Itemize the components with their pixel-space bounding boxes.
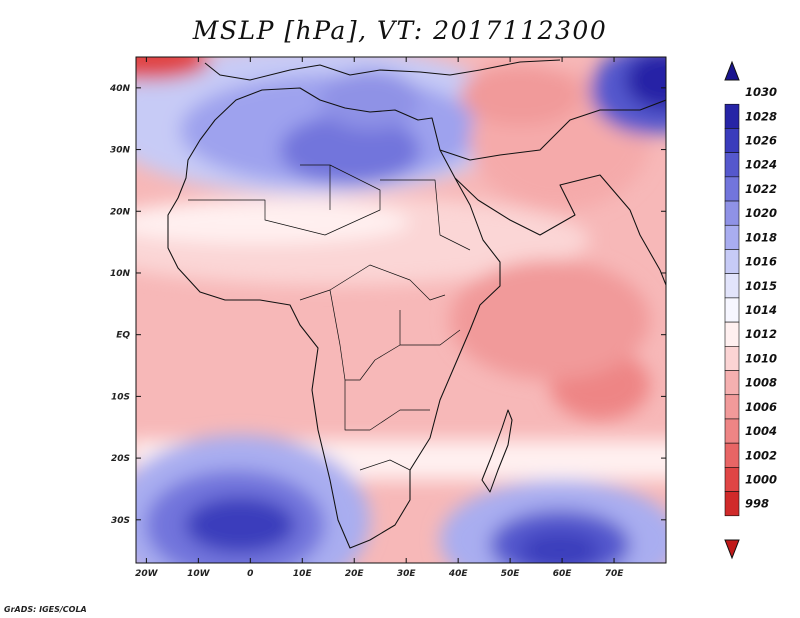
colorbar-swatch (724, 176, 740, 202)
colorbar-swatch (724, 297, 740, 323)
colorbar-label: 1030 (745, 85, 777, 99)
colorbar-label: 1012 (745, 327, 777, 341)
madagascar-coastline (481, 409, 513, 493)
credit-text: GrADS: IGES/COLA (4, 605, 87, 614)
lat-tick-label: 10S (111, 392, 130, 402)
colorbar-label: 1006 (745, 400, 777, 414)
colorbar-label: 1015 (745, 279, 777, 293)
colorbar-label: 1002 (745, 448, 777, 462)
colorbar-label: 1008 (745, 376, 777, 390)
africa-coastline (167, 87, 501, 549)
lat-tick-label: 30N (110, 146, 131, 156)
arabia-coastline (439, 99, 666, 286)
colorbar-swatch (724, 442, 740, 468)
colorbar-swatch (724, 224, 740, 250)
axis-ticks: 20W 10W 0 10E 20E 30E 40E 50E 60E 70E 40N 30N 20N 10N… (109, 57, 666, 579)
lon-tick-label: 0 (247, 569, 253, 579)
lat-tick-label: 30S (111, 516, 130, 526)
colorbar-max-arrow (724, 60, 740, 81)
colorbar-swatch (724, 249, 740, 274)
lat-tick-label: EQ (116, 331, 130, 341)
lat-tick-label: 20S (111, 454, 130, 464)
lat-tick-label: 10N (110, 269, 131, 279)
colorbar-swatch (724, 491, 740, 517)
colorbar-swatch (724, 321, 740, 347)
colorbar-label: 1026 (745, 134, 777, 148)
colorbar-swatch (724, 103, 740, 129)
colorbar-label: 1016 (745, 255, 777, 269)
lon-tick-label: 30E (397, 569, 417, 579)
colorbar-label: 1018 (745, 230, 777, 244)
colorbar-swatch (724, 200, 740, 226)
colorbar-label: 1022 (745, 182, 777, 196)
colorbar-label: 1004 (745, 424, 777, 438)
colorbar-label: 998 (745, 497, 769, 511)
lat-tick-label: 40N (109, 84, 131, 94)
map-frame (135, 56, 667, 564)
country-borders (188, 164, 471, 471)
colorbar-label: 1024 (745, 158, 777, 172)
colorbar-swatch (724, 128, 740, 153)
lon-tick-label: 50E (501, 569, 521, 579)
colorbar-label: 1010 (745, 351, 777, 365)
lon-tick-label: 60E (553, 569, 573, 579)
colorbar-label: 1028 (745, 109, 777, 123)
colorbar-swatch (724, 152, 740, 178)
lon-tick-label: 20W (135, 569, 159, 579)
pressure-field (136, 57, 666, 563)
lon-tick-label: 20E (345, 569, 365, 579)
colorbar-label: 1014 (745, 303, 777, 317)
lon-tick-label: 40E (448, 569, 469, 579)
colorbar-swatch (724, 370, 740, 396)
lat-tick-label: 20N (110, 207, 131, 217)
colorbar-swatch (724, 346, 740, 371)
lon-tick-label: 10E (293, 569, 313, 579)
colorbar-min-arrow (724, 539, 740, 560)
colorbar-swatch (724, 273, 740, 299)
colorbar-swatch (724, 418, 740, 444)
lon-tick-label: 10W (187, 569, 211, 579)
colorbar: 998 1000 1002 1004 1006 1008 1010 1012 1014 1015 1… (724, 60, 777, 560)
colorbar-swatch (724, 467, 740, 492)
colorbar-swatch (724, 394, 740, 420)
europe-coastline (204, 59, 561, 81)
lon-tick-label: 70E (605, 569, 625, 579)
colorbar-label: 1000 (745, 472, 777, 486)
map-title: MSLP [hPa], VT: 2017112300 (192, 16, 608, 45)
colorbar-label: 1020 (745, 206, 777, 220)
